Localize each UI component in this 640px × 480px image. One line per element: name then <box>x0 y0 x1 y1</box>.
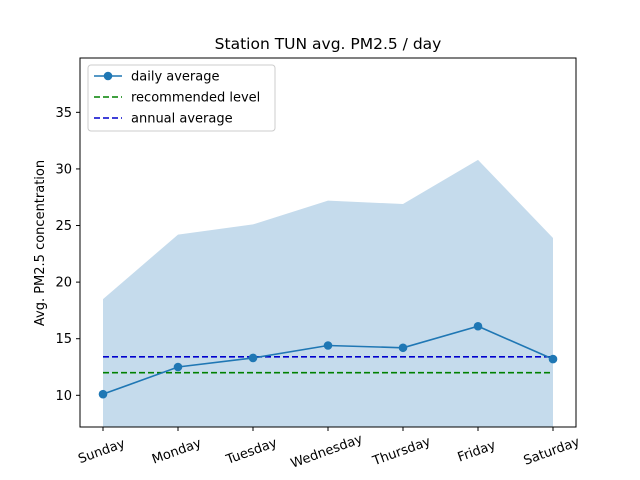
daily-average-point-wednesday <box>323 341 333 350</box>
legend-box <box>87 64 276 132</box>
legend: daily average recommended level annual ave… <box>87 64 276 132</box>
range-band-layer <box>103 159 553 428</box>
reference-lines-layer <box>103 356 553 374</box>
y-tick-label-30: 30 <box>55 162 72 177</box>
x-tick-label-sunday: Sunday <box>76 436 127 467</box>
legend-label-recommended-level: recommended level <box>131 91 260 106</box>
legend-label-annual-average: annual average <box>131 112 233 127</box>
legend-label-daily-average: daily average <box>131 70 220 85</box>
x-tick-label-saturday: Saturday <box>522 435 582 469</box>
y-tick-label-35: 35 <box>55 106 72 121</box>
y-tick-label-15: 15 <box>55 332 72 347</box>
daily-average-point-saturday <box>548 354 558 364</box>
x-tick-label-tuesday: Tuesday <box>223 436 279 469</box>
y-tick-label-25: 25 <box>55 219 72 234</box>
x-tick-label-wednesday: Wednesday <box>289 432 365 472</box>
y-tick-label-20: 20 <box>55 276 72 291</box>
daily-average-point-friday <box>473 321 483 331</box>
x-tick-label-friday: Friday <box>456 438 498 466</box>
chart-title: Station TUN avg. PM2.5 / day <box>215 35 442 53</box>
daily-average-point-sunday <box>98 389 108 399</box>
x-tick-label-monday: Monday <box>150 436 204 468</box>
x-tick-label-thursday: Thursday <box>370 434 433 469</box>
series-layer <box>98 321 558 399</box>
range-band <box>103 159 553 428</box>
legend-marker-daily-average <box>103 71 113 81</box>
daily-average-point-tuesday <box>248 353 258 363</box>
daily-average-point-monday <box>173 362 183 372</box>
y-tick-label-10: 10 <box>55 389 72 404</box>
daily-average-point-thursday <box>398 343 408 353</box>
y-axis-title: Avg. PM2.5 concentration <box>33 160 48 326</box>
